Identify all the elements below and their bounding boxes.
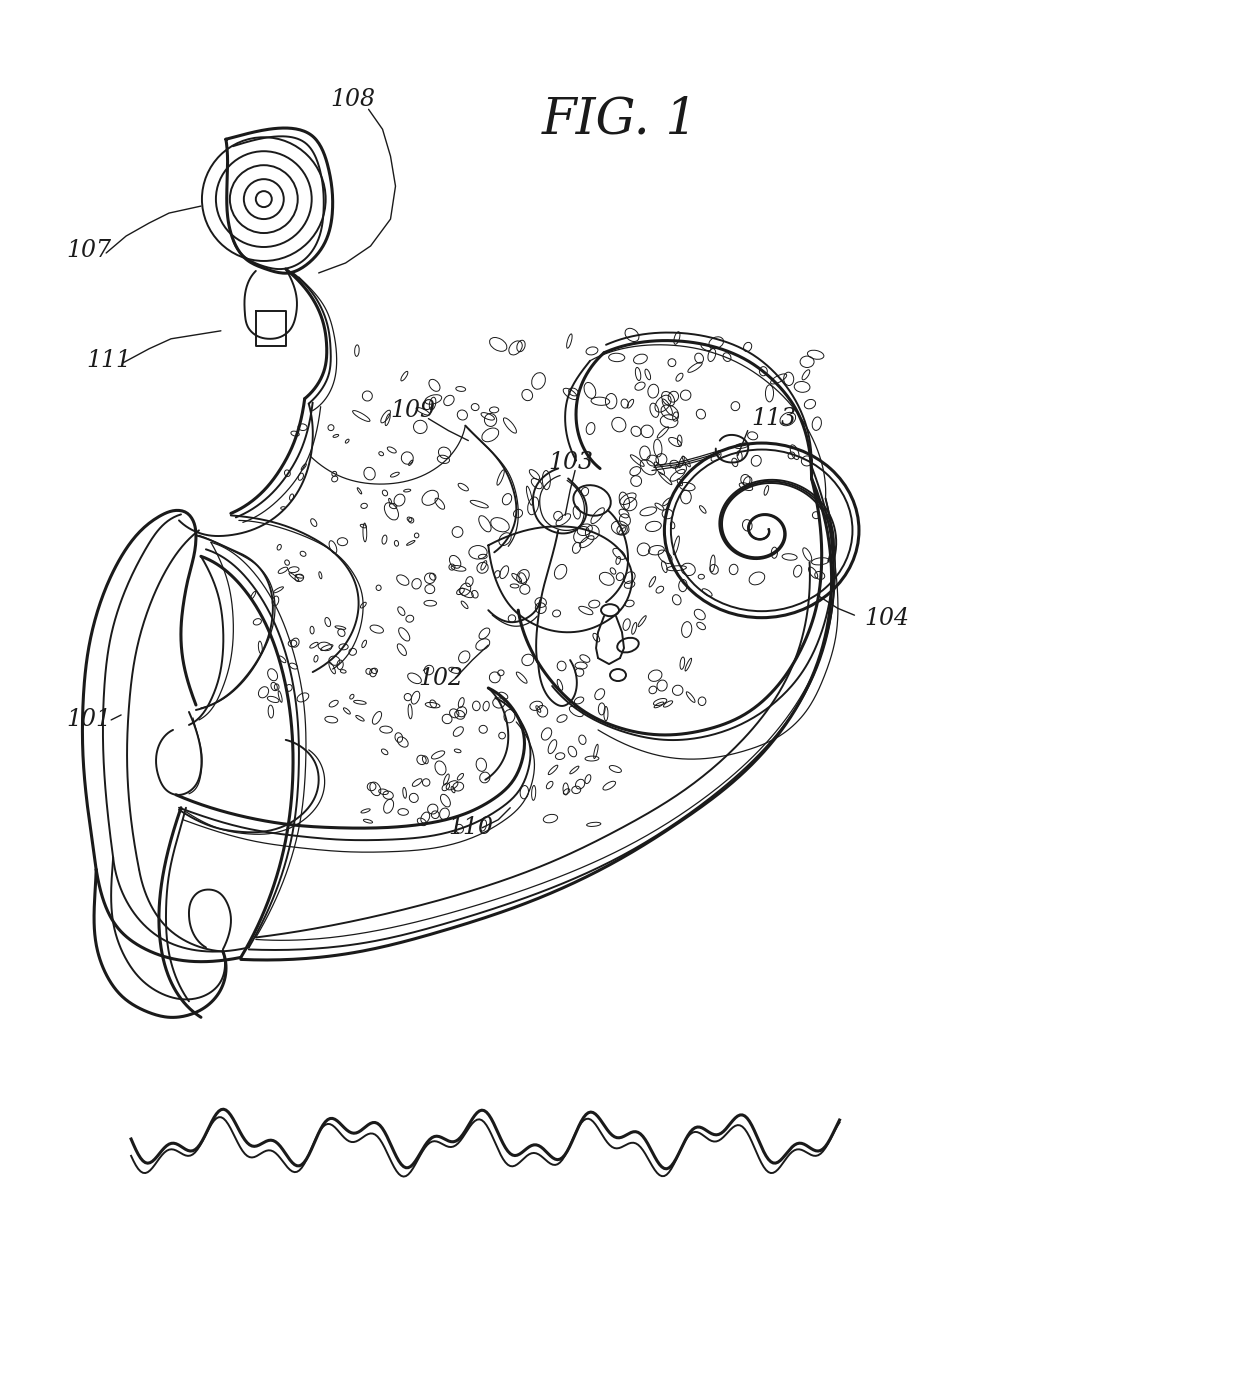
Text: 107: 107	[66, 239, 112, 263]
Text: 104: 104	[864, 607, 909, 629]
Text: 103: 103	[548, 451, 593, 474]
Text: 108: 108	[331, 88, 376, 111]
Text: 102: 102	[418, 667, 464, 689]
Text: 109: 109	[391, 399, 435, 422]
Text: FIG. 1: FIG. 1	[542, 94, 698, 144]
Text: 101: 101	[66, 708, 112, 732]
Text: 111: 111	[87, 349, 131, 372]
Text: 110: 110	[449, 817, 494, 839]
Text: 113: 113	[751, 407, 797, 431]
